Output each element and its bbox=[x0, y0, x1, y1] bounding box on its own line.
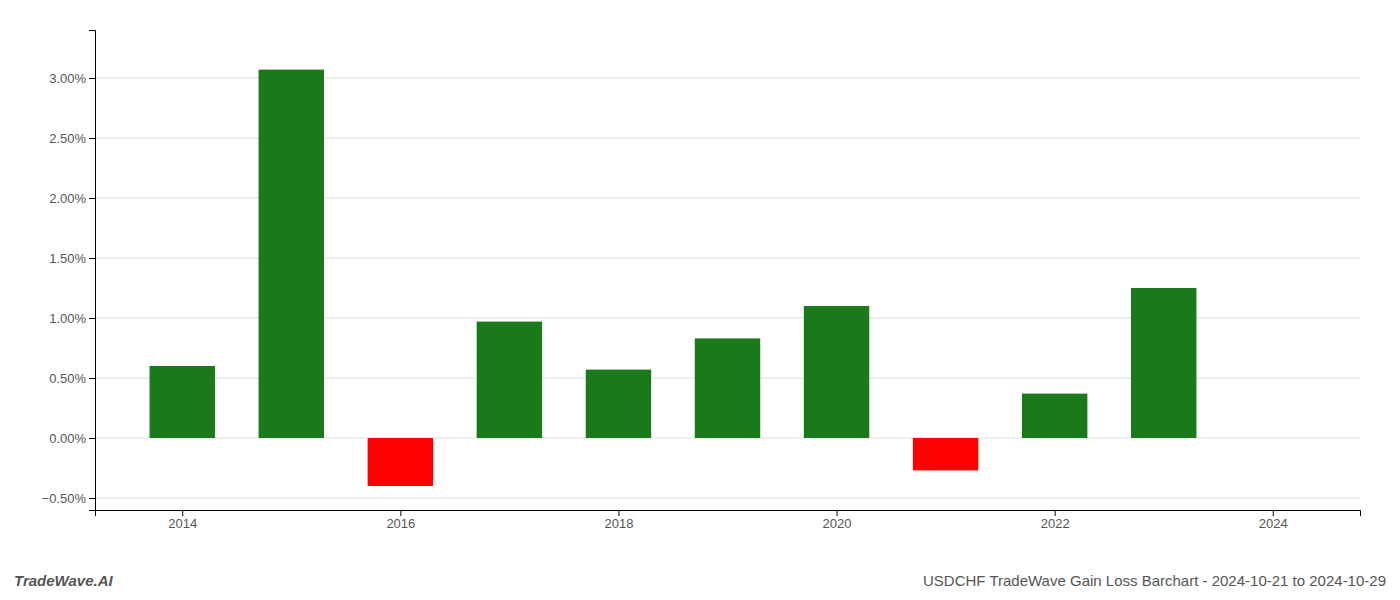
y-axis: −0.50% 0.00% 0.50% 1.00% 1.50% 2.00% 2.50% 3.00… bbox=[42, 31, 96, 511]
x-tick: 2016 bbox=[386, 510, 415, 531]
x-tick-label: 2014 bbox=[168, 516, 197, 531]
y-tick-mark bbox=[89, 378, 95, 379]
x-tick-mark bbox=[837, 510, 838, 516]
bar bbox=[368, 438, 433, 486]
y-tick: 0.50% bbox=[49, 371, 95, 386]
bar bbox=[150, 366, 215, 438]
y-tick: −0.50% bbox=[42, 491, 95, 506]
x-tick-mark bbox=[182, 510, 183, 516]
x-tick-mark bbox=[618, 510, 619, 516]
bar bbox=[477, 322, 542, 438]
y-tick-mark bbox=[89, 258, 95, 259]
y-tick: 2.00% bbox=[49, 191, 95, 206]
grid-line bbox=[95, 498, 1360, 499]
y-tick-label: 3.00% bbox=[49, 71, 86, 86]
x-axis: 2014 2016 2018 2020 2022 2024 bbox=[96, 510, 1361, 531]
x-tick-label: 2018 bbox=[604, 516, 633, 531]
y-tick-label: 2.50% bbox=[49, 131, 86, 146]
y-tick-mark bbox=[89, 318, 95, 319]
x-tick-mark bbox=[1055, 510, 1056, 516]
y-tick-label: 1.50% bbox=[49, 251, 86, 266]
x-tick: 2022 bbox=[1041, 510, 1070, 531]
x-tick-label: 2024 bbox=[1259, 516, 1288, 531]
bars bbox=[150, 70, 1197, 486]
bar bbox=[586, 370, 651, 438]
bar bbox=[913, 438, 978, 470]
x-tick: 2024 bbox=[1259, 510, 1288, 531]
y-tick-label: 2.00% bbox=[49, 191, 86, 206]
x-tick: 2020 bbox=[823, 510, 852, 531]
y-tick: 3.00% bbox=[49, 71, 95, 86]
y-axis-line bbox=[89, 31, 96, 511]
y-tick-mark bbox=[89, 138, 95, 139]
x-tick-label: 2016 bbox=[386, 516, 415, 531]
y-tick: 2.50% bbox=[49, 131, 95, 146]
y-tick-mark bbox=[89, 198, 95, 199]
y-tick-mark bbox=[89, 78, 95, 79]
x-axis-line bbox=[96, 511, 1361, 517]
y-tick-label: 0.50% bbox=[49, 371, 86, 386]
x-tick-label: 2022 bbox=[1041, 516, 1070, 531]
bar bbox=[259, 70, 324, 438]
y-tick: 1.00% bbox=[49, 311, 95, 326]
y-tick-mark bbox=[89, 438, 95, 439]
y-tick-label: 0.00% bbox=[49, 431, 86, 446]
x-tick-mark bbox=[1273, 510, 1274, 516]
y-tick-label: −0.50% bbox=[42, 491, 87, 506]
bar bbox=[695, 338, 760, 438]
footer-left: TradeWave.AI bbox=[14, 572, 113, 589]
bar bbox=[1022, 394, 1087, 438]
x-tick-label: 2020 bbox=[823, 516, 852, 531]
bar bbox=[804, 306, 869, 438]
x-tick-mark bbox=[400, 510, 401, 516]
bar bbox=[1131, 288, 1196, 438]
x-tick: 2018 bbox=[604, 510, 633, 531]
y-tick: 1.50% bbox=[49, 251, 95, 266]
plot-area: 2014 2016 2018 2020 2022 2024 −0.50% 0.00% 0.50%… bbox=[42, 31, 1361, 532]
y-tick: 0.00% bbox=[49, 431, 95, 446]
x-tick: 2014 bbox=[168, 510, 197, 531]
title: USDCHF TradeWave Gain Loss Barchart - 20… bbox=[923, 572, 1386, 589]
chart: 2014 2016 2018 2020 2022 2024 −0.50% 0.00% 0.50%… bbox=[0, 0, 1400, 600]
y-tick-label: 1.00% bbox=[49, 311, 86, 326]
y-tick-mark bbox=[89, 498, 95, 499]
